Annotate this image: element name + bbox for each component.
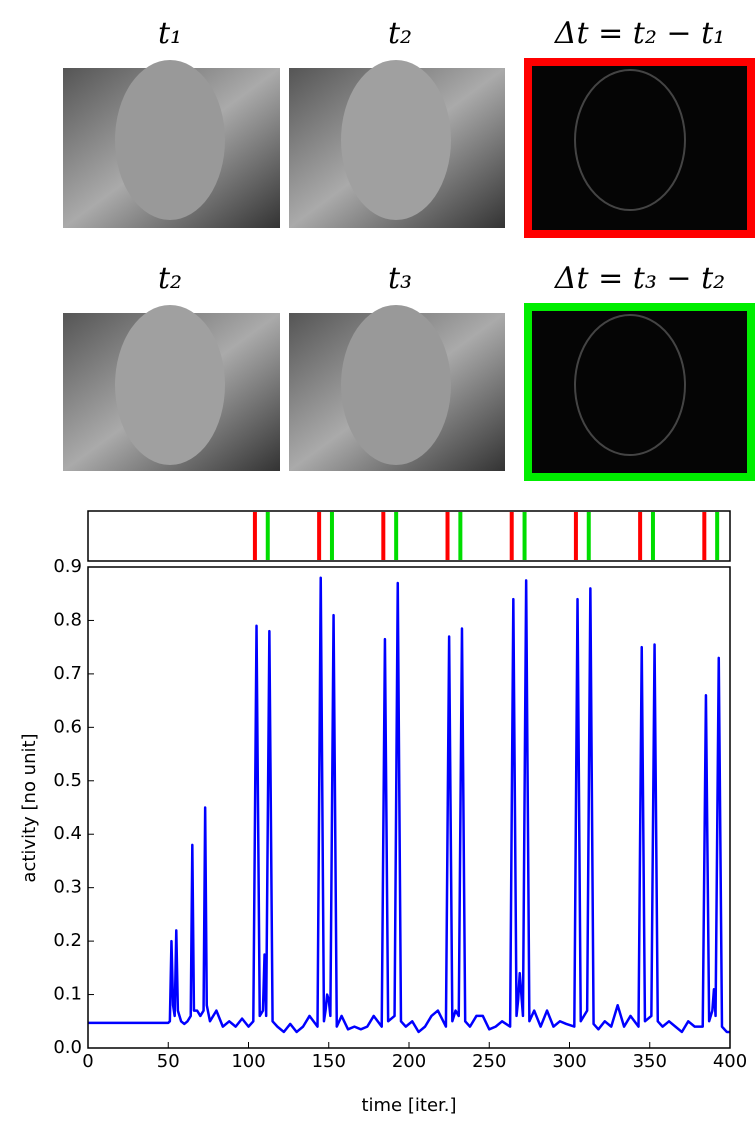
face [341, 305, 451, 465]
image-label: t₁ [158, 16, 182, 51]
x-tick-label: 300 [552, 1051, 586, 1072]
y-tick-label: 0.4 [53, 823, 82, 844]
face [115, 60, 225, 220]
plot-frame [87, 566, 731, 1049]
data-line [88, 576, 730, 1034]
image-label: Δt = t₃ − t₂ [554, 261, 725, 296]
y-tick-label: 0.9 [53, 556, 82, 577]
y-tick-label: 0.3 [53, 877, 82, 898]
edges [574, 314, 686, 456]
y-tick-label: 0.8 [53, 609, 82, 630]
y-tick-label: 0.0 [53, 1037, 82, 1058]
x-axis-title: time [iter.] [361, 1095, 456, 1116]
y-axis-title: activity [no unit] [19, 733, 40, 882]
edges [574, 69, 686, 211]
image-label: t₃ [388, 261, 412, 296]
y-tick-label: 0.5 [53, 770, 82, 791]
y-tick-label: 0.2 [53, 930, 82, 951]
difference-image [524, 58, 755, 238]
x-tick-label: 150 [312, 1051, 346, 1072]
face [115, 305, 225, 465]
image-label: t₂ [388, 16, 412, 51]
difference-image [524, 303, 755, 481]
image-label: t₂ [158, 261, 182, 296]
image-label: Δt = t₂ − t₁ [554, 16, 725, 51]
y-tick-label: 0.1 [53, 984, 82, 1005]
x-tick-label: 350 [633, 1051, 667, 1072]
x-tick-label: 400 [713, 1051, 747, 1072]
y-tick-label: 0.6 [53, 716, 82, 737]
event-strip [87, 510, 731, 562]
face [341, 60, 451, 220]
x-tick-label: 50 [157, 1051, 180, 1072]
x-tick-label: 100 [231, 1051, 265, 1072]
x-tick-label: 0 [82, 1051, 93, 1072]
y-tick-label: 0.7 [53, 663, 82, 684]
x-tick-label: 250 [472, 1051, 506, 1072]
x-tick-label: 200 [392, 1051, 426, 1072]
